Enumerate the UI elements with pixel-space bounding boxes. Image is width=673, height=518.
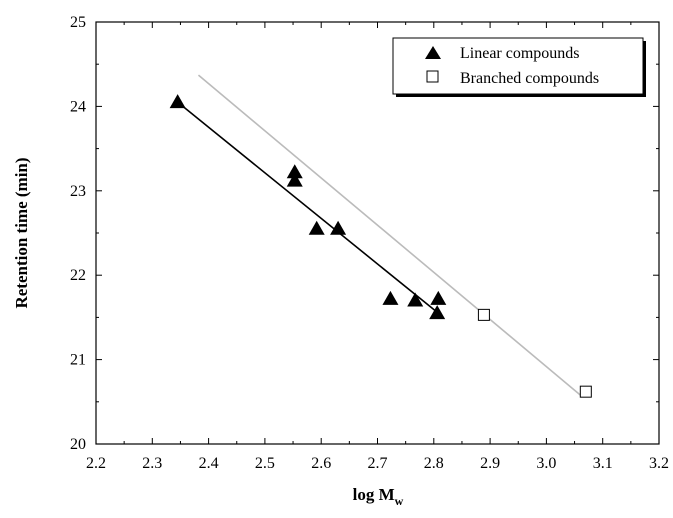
legend-marker-branched [426,70,439,83]
legend-label-linear: Linear compounds [460,45,580,62]
linear-point [330,220,347,235]
linear-point [382,290,399,305]
branched-point [477,308,490,321]
x-tick-label: 3.0 [536,455,556,472]
x-tick-label: 2.5 [255,455,275,472]
linear-point [286,172,303,187]
x-tick-label: 2.3 [142,455,162,472]
y-axis-title: Retention time (min) [12,157,31,308]
linear-fit-line [177,101,439,314]
linear-point [169,94,186,109]
linear-point [308,220,325,235]
linear-point [407,292,424,307]
y-tick-label: 23 [70,183,86,200]
x-tick-label: 3.2 [649,455,669,472]
legend-label-branched: Branched compounds [460,70,599,87]
linear-point [429,305,446,320]
fit-lines [177,74,582,397]
y-tick-label: 20 [70,436,86,453]
x-tick-label: 2.6 [311,455,331,472]
y-tick-label: 24 [70,98,86,115]
branched-fit-line [197,74,582,397]
x-tick-label: 2.4 [199,455,219,472]
legend: Linear compounds Branched compounds [392,37,646,97]
data-points [169,94,592,398]
x-axis-title-main: log M [353,485,395,504]
x-tick-label: 2.8 [424,455,444,472]
x-axis-title-subscript: w [395,494,404,508]
x-tick-label: 2.9 [480,455,500,472]
x-tick-label: 2.2 [86,455,106,472]
legend-marker-linear [425,46,441,59]
x-tick-label: 3.1 [593,455,613,472]
y-tick-label: 21 [70,352,86,369]
x-tick-label: 2.7 [368,455,388,472]
branched-point [579,385,592,398]
legend-box [392,37,644,95]
x-axis-title: log Mw [353,485,404,508]
y-tick-label: 25 [70,14,86,31]
y-tick-label: 22 [70,267,86,284]
axis-ticks: 2.2 2.3 2.4 2.5 2.6 2.7 2.8 2.9 3.0 3.1 3.2 20 21 22 2… [70,14,669,472]
linear-point [286,164,303,179]
linear-point [430,290,447,305]
